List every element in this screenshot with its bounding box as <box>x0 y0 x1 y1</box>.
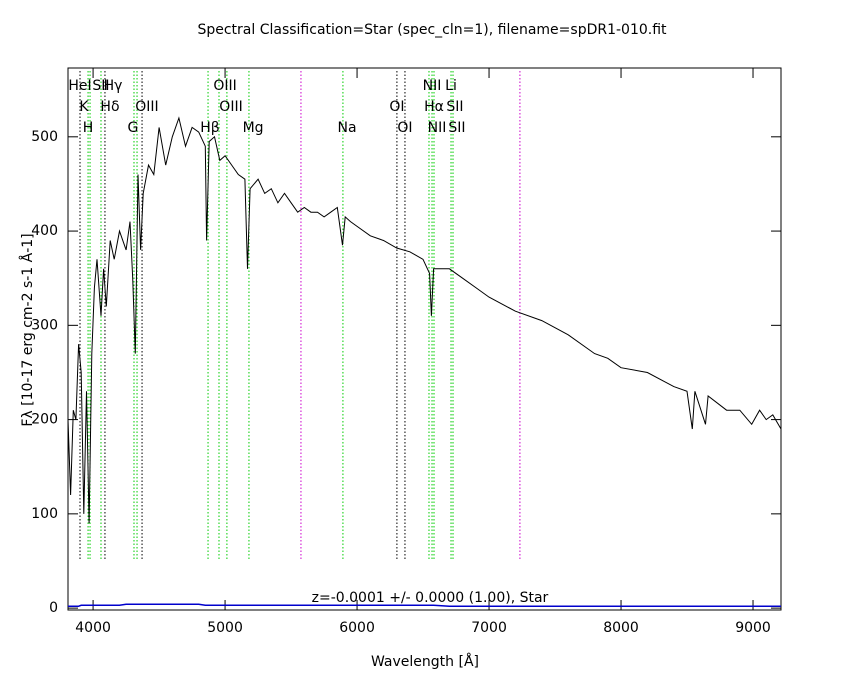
line-label: HeI <box>68 78 91 94</box>
y-tick-label: 100 <box>31 506 58 522</box>
x-tick-label: 9000 <box>735 620 771 636</box>
x-tick-label: 8000 <box>603 620 639 636</box>
line-label: Hγ <box>104 78 123 94</box>
plot-frame <box>67 67 782 611</box>
line-label: H <box>83 120 94 136</box>
annotation: z=-0.0001 +/- 0.0000 (1.00), Star <box>312 590 549 606</box>
x-tick-label: 5000 <box>207 620 243 636</box>
line-label: Hδ <box>100 99 119 115</box>
spectrum-line <box>68 603 781 607</box>
line-label: OI <box>389 99 404 115</box>
line-label: SII <box>448 120 465 136</box>
y-tick-label: 200 <box>31 412 58 428</box>
line-label: OI <box>397 120 412 136</box>
line-label: OIII <box>213 78 236 94</box>
line-label: Mg <box>243 120 264 136</box>
x-tick-label: 6000 <box>339 620 375 636</box>
line-label: K <box>79 99 89 115</box>
line-label: G <box>128 120 139 136</box>
line-label: SII <box>446 99 463 115</box>
line-label: Na <box>337 120 356 136</box>
y-tick-label: 500 <box>31 129 58 145</box>
chart-title: Spectral Classification=Star (spec_cln=1… <box>197 22 667 38</box>
line-label: NII <box>428 120 447 136</box>
y-axis-label: Fλ [10-17 erg cm-2 s-1 Å-1] <box>19 233 36 426</box>
x-axis-label: Wavelength [Å] <box>371 653 479 670</box>
line-label: OIII <box>135 99 158 115</box>
line-label: Hα <box>424 99 444 115</box>
line-label: Li <box>445 78 457 94</box>
x-tick-label: 7000 <box>471 620 507 636</box>
line-label: OIII <box>219 99 242 115</box>
line-label: NII <box>423 78 442 94</box>
y-tick-label: 300 <box>31 317 58 333</box>
line-label: SII <box>92 78 109 94</box>
x-tick-label: 4000 <box>75 620 111 636</box>
y-tick-label: 400 <box>31 223 58 239</box>
line-label: Hβ <box>200 120 219 136</box>
y-tick-label: 0 <box>49 600 58 616</box>
spectrum-line <box>67 116 782 524</box>
